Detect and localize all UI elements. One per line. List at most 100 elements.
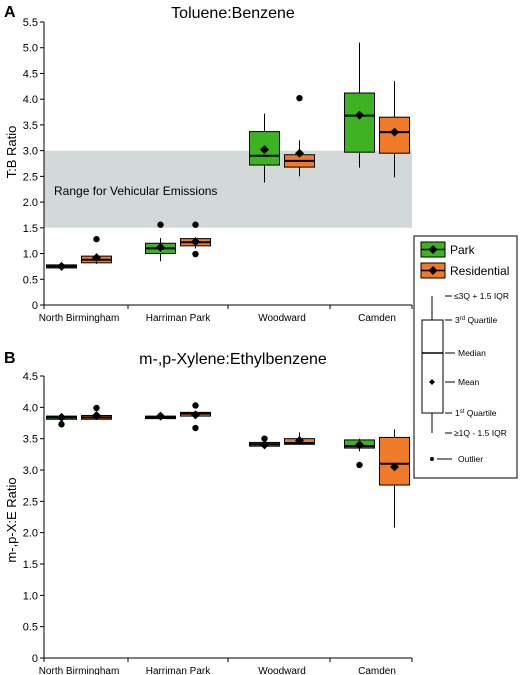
panel-a-box-residential — [284, 94, 315, 177]
panel-b-y-tick-label: 3.5 — [23, 434, 38, 446]
panel-b-box-residential — [180, 402, 211, 432]
panel-b-y-tick-label: 2.5 — [23, 496, 38, 508]
panel-b-box-residential — [379, 429, 410, 528]
panel-b-box-park — [344, 438, 375, 469]
panel-b-outlier-point — [356, 461, 363, 469]
panel-a-mean-marker — [57, 261, 66, 271]
panel-b-outlier-point — [58, 421, 65, 428]
panel-a-box-park — [145, 221, 176, 262]
panel-a-box-park — [46, 261, 77, 271]
panel-b-outlier-point — [192, 402, 199, 409]
panel-b-box-park — [46, 412, 77, 428]
panel-a-x-tick-label: Woodward — [258, 313, 306, 324]
panel-a-y-tick-label: 4.5 — [23, 68, 38, 80]
panel-a-x-tick-label: Harriman Park — [146, 313, 211, 324]
legend-label-upper-whisker: ≤3Q + 1.5 IQR — [454, 291, 509, 301]
legend-label-park: Park — [450, 243, 476, 257]
panel-b-y-tick-label: 4.0 — [23, 402, 38, 414]
panel-b-y-tick-label: 3.0 — [23, 465, 38, 477]
panel-a: A Toluene:Benzene T:B Ratio Range for Ve… — [4, 4, 413, 324]
panel-a-mean-marker — [191, 237, 200, 247]
legend-label-q3: 3rd Quartile — [455, 315, 497, 325]
panel-b-y-tick-label: 1.5 — [23, 559, 38, 571]
panel-b-box-residential — [81, 404, 112, 420]
panel-b-iqr-box — [379, 436, 410, 486]
panel-a-mean-marker — [390, 127, 399, 137]
panel-a-mean-marker — [92, 253, 101, 263]
panel-b-mean-marker — [92, 410, 101, 420]
panel-b-y-tick-label: 1.0 — [23, 590, 38, 602]
legend-label-lower-whisker: ≥1Q - 1.5 IQR — [454, 428, 507, 438]
panel-a-y-tick-label: 1.0 — [23, 249, 38, 261]
panel-a-annotation: Range for Vehicular Emissions — [54, 184, 217, 198]
panel-b-mean-marker — [390, 462, 399, 472]
panel-a-y-tick-label: 1.5 — [23, 223, 38, 235]
panel-a-y-tick-label: 3.0 — [23, 146, 38, 158]
panel-a-y-tick-label: 4.0 — [23, 94, 38, 106]
panel-b-x-tick-label: Camden — [358, 666, 396, 675]
panel-b-mean-marker — [260, 440, 269, 450]
legend: Park Residential ≤3Q + 1.5 IQR 3rd Quart… — [413, 235, 518, 479]
panel-b-letter: B — [4, 350, 16, 367]
panel-a-box-park — [344, 42, 375, 168]
panel-a-y-tick-label: 5.0 — [23, 43, 38, 55]
legend-swatch-residential-mean — [428, 266, 438, 275]
panel-b-outlier-point — [261, 435, 268, 442]
panel-b-box-park — [249, 435, 280, 450]
panel-a-box-residential — [180, 221, 211, 258]
panel-a-outlier-point — [157, 221, 164, 228]
panel-b-mean-marker — [156, 411, 165, 421]
panel-a-y-tick-label: 0 — [32, 300, 38, 312]
legend-schematic-outlier — [430, 457, 434, 461]
panel-b: B m-,p-Xylene:Ethylbenzene m-,p-X:E Rati… — [4, 350, 413, 675]
panel-a-y-axis-label: T:B Ratio — [4, 126, 19, 179]
legend-label-outlier: Outlier — [458, 454, 483, 464]
panel-b-y-tick-label: 4.5 — [23, 371, 38, 383]
panel-a-mean-marker — [260, 145, 269, 155]
panel-a-outlier-point — [93, 235, 100, 243]
panel-b-y-tick-label: 2.0 — [23, 528, 38, 540]
panel-a-mean-marker — [355, 110, 364, 120]
panel-a-y-tick-label: 2.0 — [23, 197, 38, 209]
legend-label-mean: Mean — [458, 377, 480, 387]
panel-a-y-tick-label: 3.5 — [23, 120, 38, 132]
legend-swatch-park-mean — [428, 245, 438, 254]
panel-b-mean-marker — [191, 410, 200, 420]
panel-b-y-axis-label: m-,p-X:E Ratio — [4, 477, 19, 562]
legend-label-residential: Residential — [450, 264, 509, 278]
panel-a-y-tick-label: 5.5 — [23, 17, 38, 29]
panel-a-outlier-point — [192, 221, 199, 228]
panel-b-y-tick-label: 0.5 — [23, 622, 38, 634]
panel-a-y-tick-label: 0.5 — [23, 274, 38, 286]
panel-a-mean-marker — [156, 242, 165, 252]
panel-a-letter: A — [4, 4, 16, 21]
panel-a-iqr-box — [344, 92, 375, 153]
panel-b-mean-marker — [57, 412, 66, 422]
panel-b-mean-marker — [355, 440, 364, 450]
panel-b-mean-marker — [295, 436, 304, 446]
panel-a-x-tick-label: Camden — [358, 313, 396, 324]
panel-a-mean-marker — [295, 148, 304, 158]
panel-a-y-tick-label: 2.5 — [23, 171, 38, 183]
panel-a-outlier-point — [192, 250, 199, 258]
legend-schematic-mean — [429, 379, 435, 385]
panel-a-title: Toluene:Benzene — [171, 5, 295, 22]
legend-label-q1: 1st Quartile — [455, 408, 497, 418]
legend-schematic-box — [421, 319, 444, 414]
panel-a-x-tick-label: North Birmingham — [39, 313, 120, 324]
panel-b-x-tick-label: North Birmingham — [39, 666, 120, 675]
panel-a-box-residential — [379, 81, 410, 178]
panel-b-x-tick-label: Harriman Park — [146, 666, 211, 675]
legend-label-median: Median — [458, 348, 486, 358]
panel-b-y-tick-label: 0 — [32, 653, 38, 665]
panel-b-title: m-,p-Xylene:Ethylbenzene — [139, 351, 327, 368]
panel-b-box-residential — [284, 432, 315, 446]
panel-b-box-park — [145, 411, 176, 421]
panel-a-box-residential — [81, 235, 112, 264]
panel-a-box-park — [249, 113, 280, 183]
panel-b-outlier-point — [93, 404, 100, 412]
panel-a-vehicular-range-band — [44, 150, 412, 228]
panel-a-outlier-point — [296, 94, 303, 102]
panel-b-outlier-point — [192, 424, 199, 432]
